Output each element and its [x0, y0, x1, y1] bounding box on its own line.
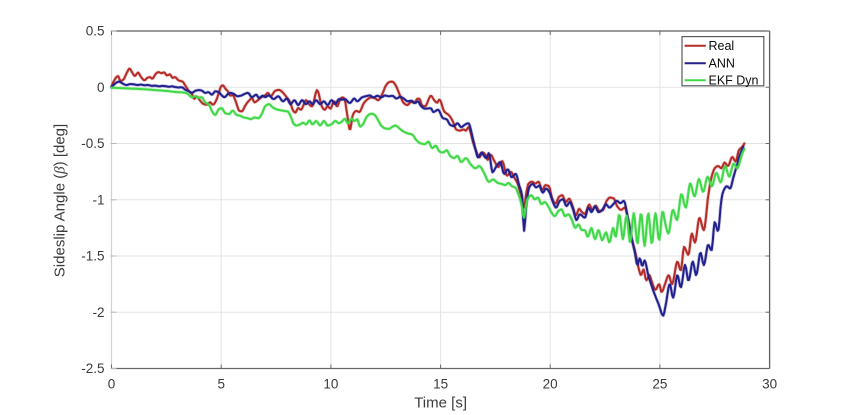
svg-text:-2.5: -2.5	[81, 361, 104, 376]
svg-text:0.5: 0.5	[86, 24, 105, 39]
svg-text:ANN: ANN	[709, 56, 735, 70]
svg-text:-0.5: -0.5	[81, 136, 104, 151]
svg-text:Sideslip Angle (β) [deg]: Sideslip Angle (β) [deg]	[52, 124, 69, 277]
svg-text:Time [s]: Time [s]	[414, 395, 467, 412]
svg-text:EKF Dyn: EKF Dyn	[709, 73, 759, 87]
svg-text:25: 25	[652, 377, 667, 392]
svg-text:-2: -2	[92, 305, 104, 320]
svg-text:-1.5: -1.5	[81, 249, 104, 264]
svg-text:30: 30	[762, 377, 777, 392]
svg-text:10: 10	[323, 377, 338, 392]
svg-text:0: 0	[108, 377, 116, 392]
svg-text:-1: -1	[92, 192, 104, 207]
svg-text:Real: Real	[709, 39, 735, 53]
svg-text:20: 20	[543, 377, 558, 392]
svg-text:0: 0	[97, 80, 105, 95]
svg-text:5: 5	[217, 377, 225, 392]
svg-text:15: 15	[433, 377, 448, 392]
